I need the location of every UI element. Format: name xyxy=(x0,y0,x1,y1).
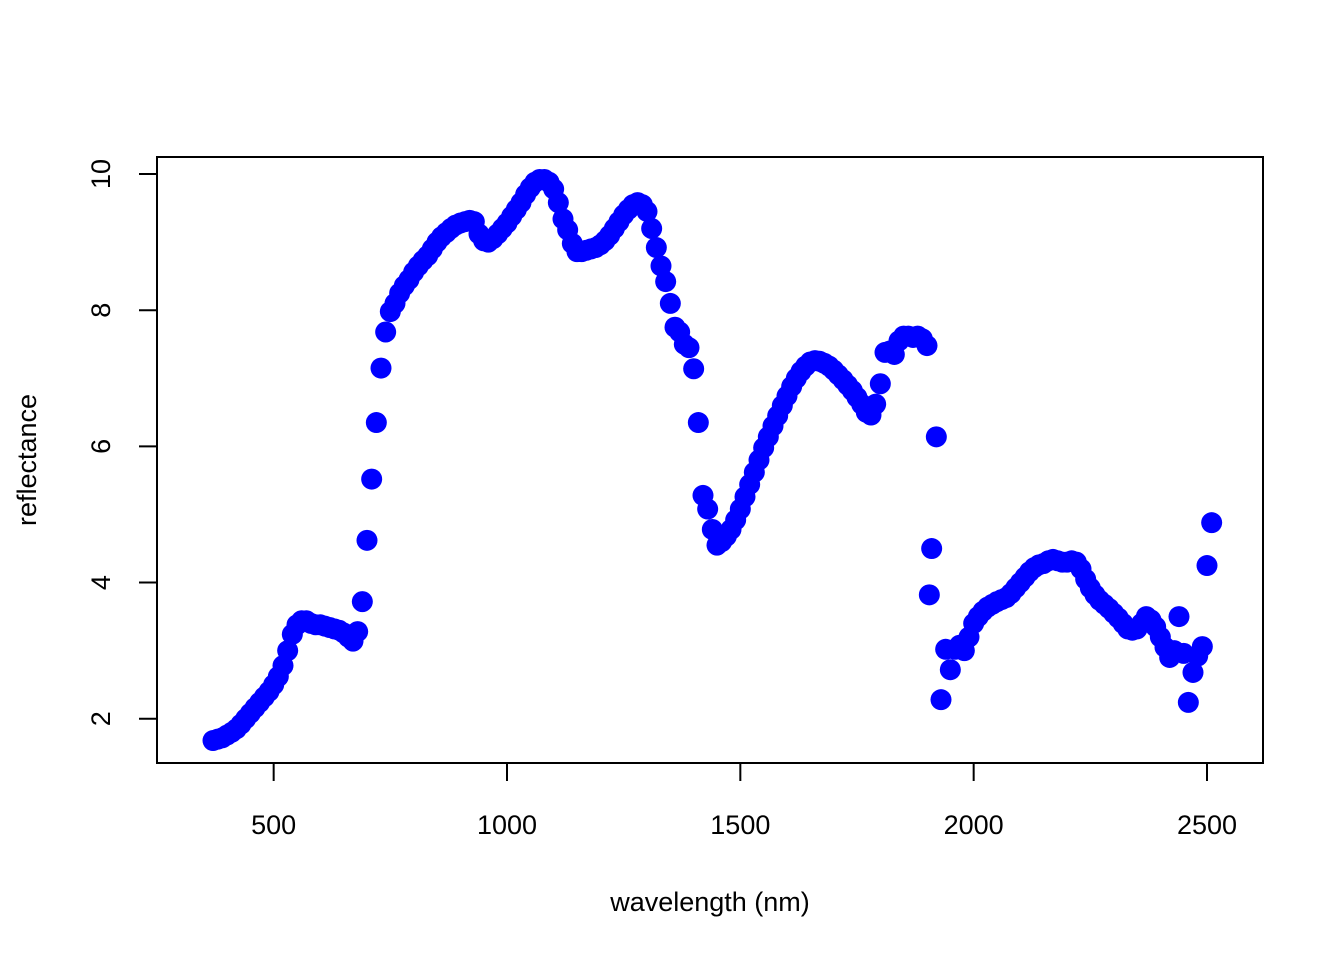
x-tick-label: 500 xyxy=(251,810,296,840)
data-point xyxy=(1196,555,1218,577)
data-point xyxy=(921,538,943,560)
data-point xyxy=(375,321,397,343)
data-point xyxy=(370,357,392,379)
data-point xyxy=(869,373,891,395)
y-axis-title: reflectance xyxy=(12,394,42,526)
data-point xyxy=(930,689,952,711)
x-axis-title: wavelength (nm) xyxy=(609,887,810,917)
y-axis: 2 4 6 8 10 xyxy=(86,159,158,726)
data-point xyxy=(925,426,947,448)
y-tick-label: 4 xyxy=(86,575,116,590)
data-point xyxy=(1191,636,1213,658)
y-tick-label: 2 xyxy=(86,711,116,726)
data-point xyxy=(916,335,938,357)
data-point xyxy=(365,412,387,434)
data-point xyxy=(918,584,940,606)
data-point xyxy=(697,498,719,520)
x-tick-label: 1000 xyxy=(477,810,537,840)
data-point xyxy=(687,412,709,434)
data-point xyxy=(683,358,705,380)
x-tick-label: 2500 xyxy=(1177,810,1237,840)
plot-frame xyxy=(156,156,1264,764)
data-point xyxy=(641,217,663,239)
data-point xyxy=(351,591,373,613)
x-tick-label: 1500 xyxy=(710,810,770,840)
data-point xyxy=(655,271,677,293)
data-point xyxy=(1182,661,1204,683)
data-point xyxy=(1201,512,1223,534)
data-point xyxy=(277,640,299,662)
data-point xyxy=(636,200,658,222)
x-axis: 500 1000 1500 2000 2500 xyxy=(251,762,1237,840)
data-point xyxy=(547,192,569,214)
data-points xyxy=(202,168,1223,752)
data-point xyxy=(865,393,887,415)
data-point xyxy=(347,621,369,643)
y-tick-label: 6 xyxy=(86,439,116,454)
data-point xyxy=(678,337,700,359)
data-point xyxy=(939,659,961,681)
data-point xyxy=(1177,691,1199,713)
data-point xyxy=(361,468,383,490)
y-tick-label: 8 xyxy=(86,303,116,318)
data-point xyxy=(645,237,667,259)
x-tick-label: 2000 xyxy=(944,810,1004,840)
data-point xyxy=(1168,606,1190,628)
y-tick-label: 10 xyxy=(86,159,116,189)
data-point xyxy=(659,292,681,314)
data-point xyxy=(356,529,378,551)
